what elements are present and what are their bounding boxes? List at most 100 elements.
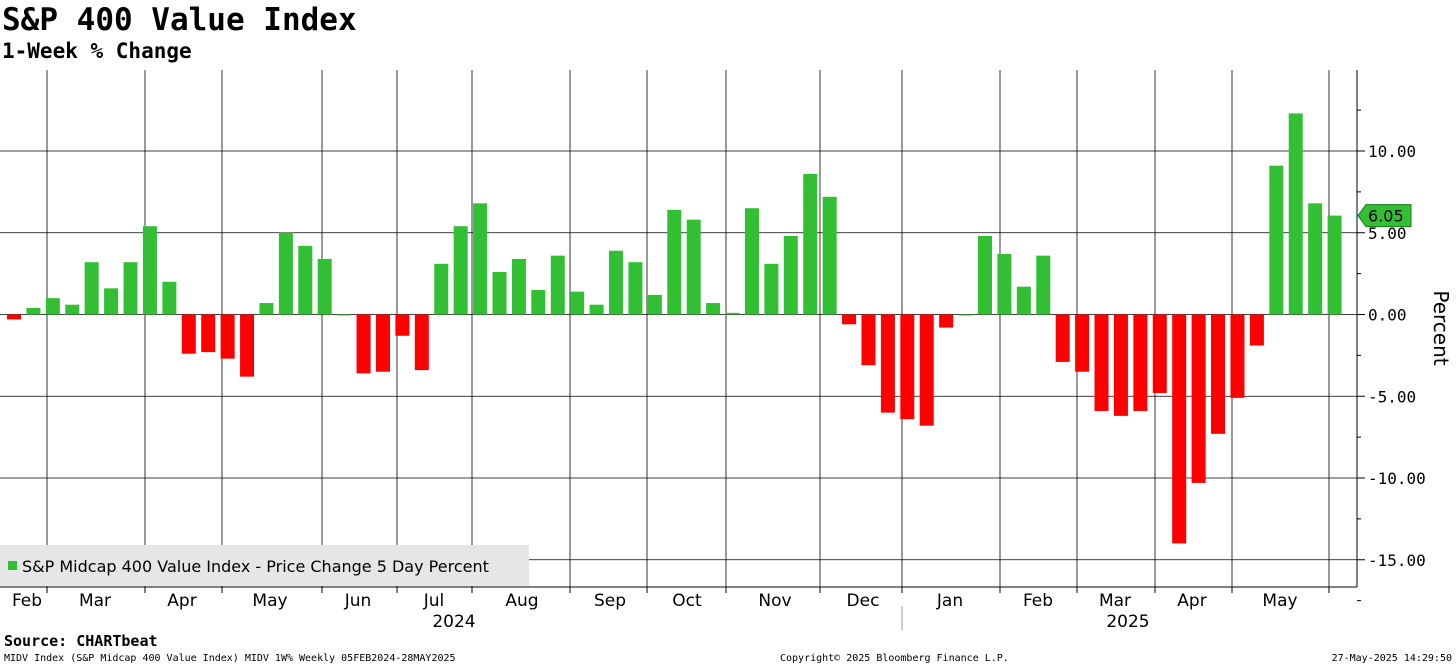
bar xyxy=(589,304,604,315)
bar xyxy=(1055,314,1070,362)
bar xyxy=(764,263,779,315)
x-tick-label: Jun xyxy=(344,591,372,611)
bar xyxy=(1075,314,1090,372)
axes xyxy=(0,70,1365,630)
bar xyxy=(201,314,216,353)
bar xyxy=(123,262,138,315)
bar xyxy=(259,303,274,315)
bar xyxy=(1113,314,1128,416)
bar xyxy=(1172,314,1187,544)
bar xyxy=(240,314,255,377)
legend-swatch xyxy=(8,561,17,570)
y-tick-label: 0.00 xyxy=(1368,306,1407,325)
bar xyxy=(1191,314,1206,483)
bar xyxy=(473,203,488,315)
bar xyxy=(1152,314,1167,393)
bar xyxy=(434,263,449,315)
bar xyxy=(570,291,585,315)
x-tick-label: Jan xyxy=(936,591,963,611)
bar xyxy=(1308,203,1323,315)
legend-label: S&P Midcap 400 Value Index - Price Chang… xyxy=(22,557,489,576)
bar xyxy=(783,236,798,315)
last-value-badge xyxy=(1357,204,1412,228)
bar xyxy=(686,219,701,315)
bar xyxy=(395,314,410,336)
bar xyxy=(997,254,1012,315)
x-tick-label: Apr xyxy=(1177,591,1206,611)
bar xyxy=(1133,314,1148,411)
bar xyxy=(511,258,526,315)
x-tick-label: Dec xyxy=(847,591,880,611)
bar xyxy=(706,303,721,315)
chart-subtitle: 1-Week % Change xyxy=(2,39,192,63)
bar xyxy=(1230,314,1245,398)
x-tick-label: Mar xyxy=(79,591,111,611)
x-tick-label: Aug xyxy=(505,591,538,611)
bar xyxy=(84,262,99,315)
y-tick-label: -15.00 xyxy=(1368,551,1426,570)
bar xyxy=(375,314,390,372)
bar xyxy=(919,314,934,426)
x-tick-label: Feb xyxy=(12,591,42,611)
bar xyxy=(628,262,643,315)
bar xyxy=(453,226,468,315)
bar xyxy=(900,314,915,420)
y-axis-title: Percent xyxy=(1429,290,1453,365)
bar xyxy=(550,255,565,315)
x-tick-label: Sep xyxy=(594,591,626,611)
bar xyxy=(298,245,313,315)
year-label: 2024 xyxy=(432,612,475,632)
bar xyxy=(104,288,119,315)
bar xyxy=(181,314,196,354)
bar xyxy=(1036,255,1051,315)
bar xyxy=(45,298,60,315)
x-tick-label: Jul xyxy=(423,591,445,611)
bar xyxy=(1269,165,1284,315)
bar xyxy=(958,314,973,316)
y-tick-label: 10.00 xyxy=(1368,142,1416,161)
bar xyxy=(26,307,41,315)
bar-series xyxy=(7,113,1342,544)
year-label: 2025 xyxy=(1106,612,1149,632)
x-tick-label: Oct xyxy=(672,591,702,611)
bar xyxy=(356,314,371,374)
bar xyxy=(880,314,895,413)
bar xyxy=(861,314,876,366)
bar xyxy=(162,281,177,315)
bar xyxy=(142,226,157,315)
x-tick-label: Nov xyxy=(758,591,791,611)
bar xyxy=(531,289,546,315)
bar xyxy=(609,250,624,315)
x-tick-label: Apr xyxy=(167,591,196,611)
source-note: Source: CHARTbeat xyxy=(4,632,158,650)
legend: S&P Midcap 400 Value Index - Price Chang… xyxy=(0,545,529,586)
bar xyxy=(7,314,21,320)
bar xyxy=(725,312,740,315)
bar xyxy=(492,271,507,315)
bar xyxy=(1249,314,1264,346)
bar xyxy=(1211,314,1226,434)
x-tick-label: Mar xyxy=(1099,591,1131,611)
axis-labels: -15.00 -10.00 -5.00 0.00 5.00 10.00 Feb Mar Apr M… xyxy=(12,142,1453,632)
footer-index-info: MIDV Index (S&P Midcap 400 Value Index) … xyxy=(4,653,456,664)
bar xyxy=(1094,314,1109,411)
bar xyxy=(978,236,992,315)
bar xyxy=(65,304,80,315)
bar xyxy=(1016,286,1031,315)
footer-copyright: Copyright© 2025 Bloomberg Finance L.P. xyxy=(780,653,1009,664)
last-value-label: 6.05 xyxy=(1368,207,1404,226)
bar xyxy=(939,314,954,328)
bar xyxy=(1288,113,1303,315)
y-tick-label: -5.00 xyxy=(1368,387,1416,406)
bar xyxy=(414,314,429,371)
bar xyxy=(667,209,682,315)
x-tick-label: Feb xyxy=(1023,591,1053,611)
footer-timestamp: 27-May-2025 14:29:50 xyxy=(1331,653,1452,664)
bar xyxy=(822,196,837,315)
y-tick-label: -10.00 xyxy=(1368,469,1426,488)
bar xyxy=(220,314,235,359)
y-tick-label: 5.00 xyxy=(1368,224,1407,243)
legend-background xyxy=(0,545,529,586)
bar xyxy=(337,314,352,316)
